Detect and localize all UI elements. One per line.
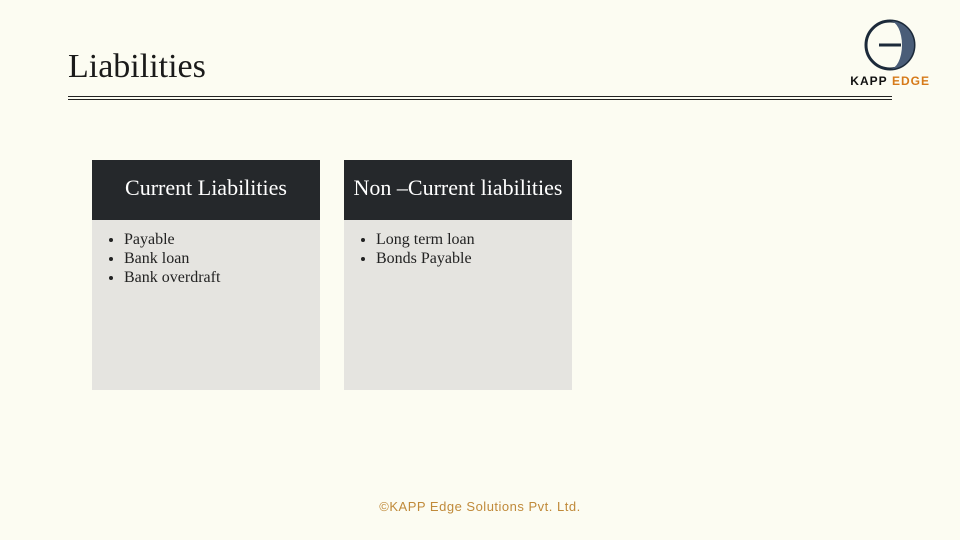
list-item: Bank loan xyxy=(124,250,308,268)
list-item: Bank overdraft xyxy=(124,269,308,287)
list-item: Long term loan xyxy=(376,231,560,249)
card-header: Non –Current liabilities xyxy=(344,160,572,220)
logo-text-right: EDGE xyxy=(892,74,930,88)
card-body: Payable Bank loan Bank overdraft xyxy=(92,220,320,390)
list-item: Bonds Payable xyxy=(376,250,560,268)
cards-container: Current Liabilities Payable Bank loan Ba… xyxy=(92,160,572,390)
logo-text: KAPP EDGE xyxy=(850,74,930,88)
logo-text-left: KAPP xyxy=(850,74,887,88)
footer-copyright: ©KAPP Edge Solutions Pvt. Ltd. xyxy=(0,499,960,514)
page-title: Liabilities xyxy=(68,48,892,86)
card-non-current-liabilities: Non –Current liabilities Long term loan … xyxy=(344,160,572,390)
bullet-list: Payable Bank loan Bank overdraft xyxy=(104,231,308,287)
title-area: Liabilities xyxy=(68,48,892,100)
list-item: Payable xyxy=(124,231,308,249)
logo-icon xyxy=(863,18,917,72)
card-current-liabilities: Current Liabilities Payable Bank loan Ba… xyxy=(92,160,320,390)
card-body: Long term loan Bonds Payable xyxy=(344,220,572,390)
title-underline xyxy=(68,96,892,100)
bullet-list: Long term loan Bonds Payable xyxy=(356,231,560,268)
brand-logo: KAPP EDGE xyxy=(850,18,930,88)
card-header: Current Liabilities xyxy=(92,160,320,220)
